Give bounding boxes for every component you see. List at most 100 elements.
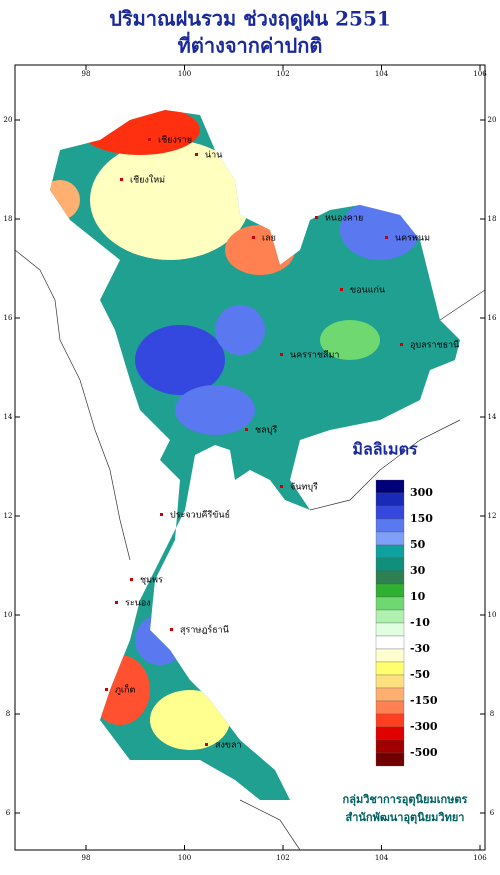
place-dot (280, 353, 283, 356)
place-label: ประจวบคีรีขันธ์ (170, 509, 230, 521)
place-dot (280, 485, 283, 488)
lat-label: 8 (490, 710, 494, 718)
place-label: ภูเก็ต (115, 683, 135, 696)
place-label: เลย (262, 234, 276, 244)
lon-label: 102 (276, 854, 289, 862)
legend-swatch (375, 726, 405, 741)
legend-swatch (375, 674, 405, 689)
lon-label: 106 (473, 70, 487, 78)
place-dot (130, 578, 133, 581)
place-dot (148, 138, 151, 141)
legend-swatch (375, 713, 405, 728)
place-label: หนองคาย (325, 214, 363, 224)
legend-label: 30 (410, 564, 426, 577)
place-label: เชียงใหม่ (130, 175, 165, 186)
lat-label: 6 (6, 809, 11, 817)
legend-label: -50 (410, 668, 430, 681)
lon-label: 104 (375, 854, 389, 862)
legend-swatch (375, 505, 405, 520)
legend-label: -300 (410, 720, 438, 733)
lon-label: 100 (178, 854, 191, 862)
lon-label: 100 (178, 70, 191, 78)
legend-swatch (375, 622, 405, 637)
legend-label: -30 (410, 642, 430, 655)
place-dot (170, 628, 173, 631)
place-dot (205, 743, 208, 746)
place-dot (245, 428, 248, 431)
lat-label: 12 (488, 512, 497, 520)
place-dot (385, 236, 388, 239)
legend-label: 150 (410, 512, 433, 525)
legend-swatch (375, 596, 405, 611)
place-label: นครราชสีมา (290, 350, 339, 361)
lon-label: 106 (473, 854, 487, 862)
place-dot (105, 688, 108, 691)
place-label: ระนอง (125, 599, 151, 609)
lat-label: 20 (488, 116, 497, 124)
place-label: นครพนม (395, 234, 430, 244)
legend-swatch (375, 648, 405, 663)
legend-swatch (375, 700, 405, 715)
lat-label: 14 (4, 413, 13, 421)
legend-swatch (375, 518, 405, 533)
lat-label: 10 (488, 611, 497, 619)
place-label: สงขลา (215, 741, 242, 751)
lon-label: 98 (82, 70, 91, 78)
place-label: เชียงราย (158, 135, 192, 146)
place-label: อุบลราชธานี (410, 340, 459, 351)
place-dot (315, 216, 318, 219)
lon-label: 98 (82, 854, 91, 862)
lat-label: 18 (488, 215, 497, 223)
neighbors (14, 249, 486, 851)
place-label: สุราษฎร์ธานี (180, 624, 229, 636)
legend-label: -10 (410, 616, 430, 629)
lat-label: 8 (6, 710, 10, 718)
place-dot (115, 601, 118, 604)
legend-swatch (375, 752, 405, 767)
lat-label: 12 (4, 512, 13, 520)
place-label: จันทบุรี (290, 482, 318, 493)
legend-swatch (375, 583, 405, 598)
legend-swatch (375, 531, 405, 546)
lon-label: 102 (276, 70, 289, 78)
legend-label: 300 (410, 486, 433, 499)
legend-title: มิลลิเมตร (352, 440, 418, 459)
place-dot (252, 236, 255, 239)
place-label: น่าน (205, 151, 222, 161)
legend-swatch (375, 739, 405, 754)
place-label: ชลบุรี (255, 425, 277, 436)
legend-swatch (375, 609, 405, 624)
legend-swatch (375, 661, 405, 676)
legend-swatch (375, 492, 405, 507)
place-dot (160, 513, 163, 516)
lon-label: 104 (375, 70, 389, 78)
place-label: ชุมพร (140, 576, 163, 586)
lat-label: 16 (488, 314, 497, 322)
legend-label: -500 (410, 746, 438, 759)
lat-label: 10 (4, 611, 13, 619)
legend-swatch (375, 557, 405, 572)
place-label: ขอนแก่น (350, 286, 385, 296)
subtitle: ที่ต่างจากค่าปกติ (178, 31, 323, 58)
credit: สำนักพัฒนาอุตุนิยมวิทยา (346, 811, 465, 825)
legend-label: -150 (410, 694, 438, 707)
legend-label: 50 (410, 538, 426, 551)
legend-label: 10 (410, 590, 426, 603)
legend-swatch (375, 544, 405, 559)
lat-label: 18 (4, 215, 13, 223)
legend-swatch (375, 635, 405, 650)
place-dot (340, 288, 343, 291)
lat-label: 20 (4, 116, 13, 124)
title: ปริมาณฝนรวม ช่วงฤดูฝน 2551 (109, 7, 391, 33)
legend-swatch (375, 570, 405, 585)
lat-label: 6 (490, 809, 495, 817)
legend-swatch (375, 687, 405, 702)
place-dot (195, 153, 198, 156)
lat-label: 16 (4, 314, 13, 322)
credit: กลุ่มวิชาการอุตุนิยมเกษตร (343, 793, 468, 807)
place-dot (400, 343, 403, 346)
place-dot (120, 178, 123, 181)
lat-label: 14 (488, 413, 497, 421)
legend-swatch (375, 479, 405, 494)
